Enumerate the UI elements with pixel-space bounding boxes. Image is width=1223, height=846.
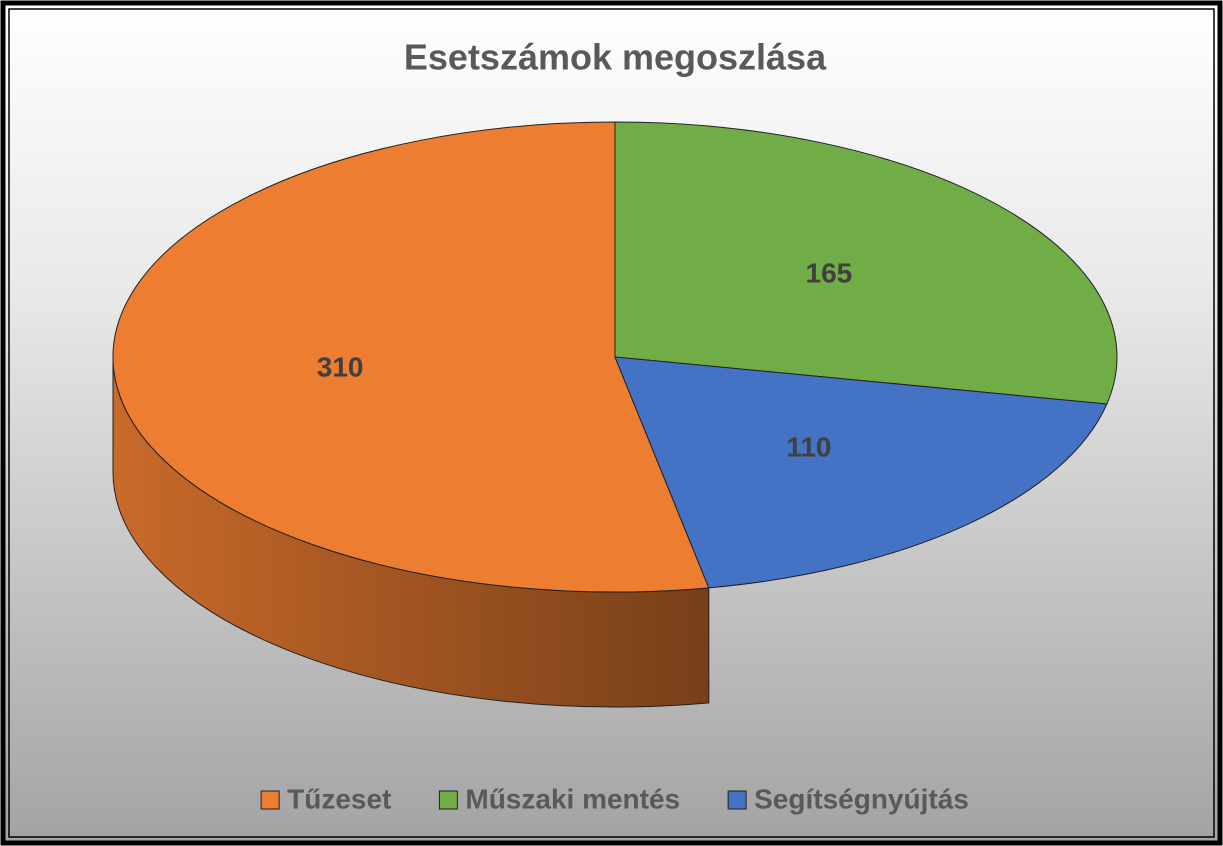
- legend-swatch: [260, 790, 280, 810]
- legend-swatch: [438, 790, 458, 810]
- legend-label: Tűzeset: [287, 783, 391, 814]
- legend-label: Segítségnyújtás: [754, 783, 969, 814]
- slice: [112, 121, 710, 593]
- slice: [614, 356, 1108, 589]
- chart-inner-frame: [8, 8, 1215, 838]
- legend-swatch: [727, 790, 747, 810]
- slice: [614, 121, 1118, 405]
- chart-title: Esetszámok megoszlása: [404, 37, 827, 78]
- data-label: 310: [317, 352, 364, 383]
- data-label: 110: [786, 431, 831, 462]
- legend-label: Műszaki mentés: [465, 783, 680, 814]
- data-label: 165: [806, 258, 853, 289]
